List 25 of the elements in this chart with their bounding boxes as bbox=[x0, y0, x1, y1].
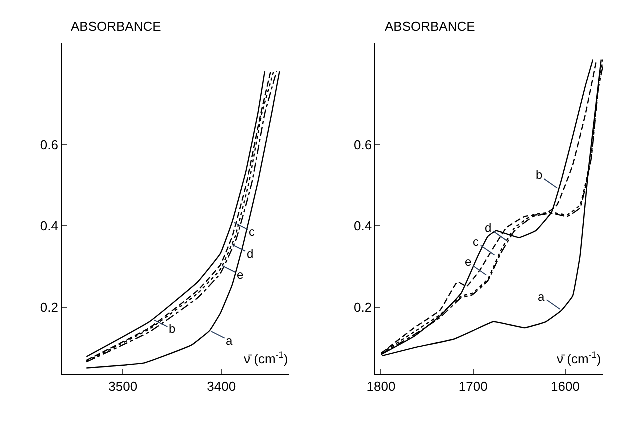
annotation: b bbox=[536, 168, 543, 182]
x-tick-label: 3400 bbox=[207, 378, 236, 394]
annotation: a bbox=[538, 290, 545, 304]
y-tick-label: 0.4 bbox=[354, 218, 372, 234]
x-tick-label: 1600 bbox=[551, 378, 580, 394]
y-axis-title: ABSORBANCE bbox=[71, 19, 162, 34]
annotation: c bbox=[473, 235, 479, 249]
y-axis-title: ABSORBANCE bbox=[385, 19, 476, 34]
y-tick-label: 0.2 bbox=[354, 300, 372, 315]
annotation: b bbox=[169, 322, 176, 336]
x-tick-label: 1800 bbox=[366, 378, 396, 394]
x-axis-title: ν̄ (cm$^{-1}$) bbox=[244, 350, 288, 366]
annotation: e bbox=[465, 255, 472, 269]
y-tick-label: 0.4 bbox=[40, 218, 58, 234]
annotation: e bbox=[237, 268, 244, 282]
x-axis-title: ν̄ (cm$^{-1}$) bbox=[557, 350, 602, 366]
annotation: c bbox=[249, 225, 255, 239]
annotation: d bbox=[485, 221, 492, 235]
x-tick-label: 1700 bbox=[458, 378, 488, 394]
y-tick-label: 0.2 bbox=[40, 300, 58, 315]
annotation: d bbox=[247, 247, 254, 261]
y-tick-label: 0.6 bbox=[354, 137, 372, 152]
x-tick-label: 3500 bbox=[108, 378, 138, 394]
annotation: a bbox=[226, 334, 233, 348]
y-tick-label: 0.6 bbox=[40, 137, 58, 152]
